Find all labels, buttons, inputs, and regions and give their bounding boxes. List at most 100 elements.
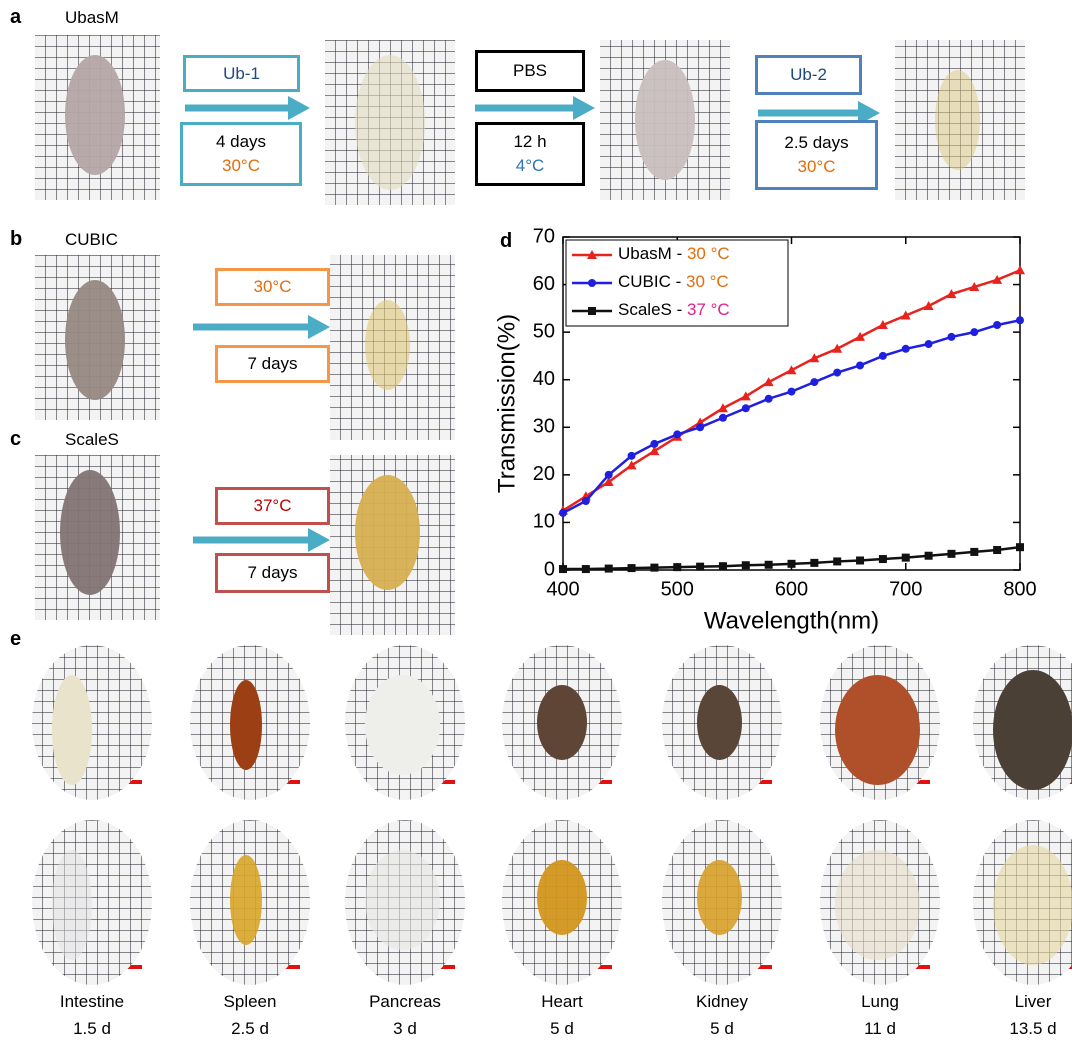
tissue	[835, 675, 920, 785]
marker	[582, 565, 590, 573]
tissue	[993, 845, 1072, 965]
photo	[330, 255, 455, 440]
tissue	[65, 280, 125, 400]
organ-duration: 3 d	[335, 1019, 475, 1039]
series-line	[563, 320, 1020, 513]
tissue	[65, 55, 125, 175]
organ-duration: 5 d	[652, 1019, 792, 1039]
x-tick-label: 700	[889, 578, 922, 600]
marker	[833, 557, 841, 565]
reagent: Ub-1	[223, 62, 260, 86]
arrow	[193, 528, 330, 552]
organ-duration: 13.5 d	[963, 1019, 1072, 1039]
marker	[605, 471, 613, 479]
panel-label: c	[10, 428, 21, 451]
panel-title: ScaleS	[65, 430, 119, 450]
marker	[856, 361, 864, 369]
photo	[662, 645, 782, 800]
panel-label: a	[10, 6, 21, 29]
tissue	[537, 860, 587, 935]
marker	[719, 414, 727, 422]
tissue	[935, 70, 980, 170]
marker	[993, 321, 1001, 329]
marker	[765, 395, 773, 403]
marker	[1016, 316, 1024, 324]
y-tick-label: 10	[533, 511, 555, 533]
marker	[902, 345, 910, 353]
tissue	[537, 685, 587, 760]
marker	[559, 509, 567, 517]
arrow	[185, 96, 310, 120]
reagent: Ub-2	[790, 63, 827, 87]
arrow	[475, 96, 595, 120]
photo	[32, 820, 152, 985]
photo	[502, 645, 622, 800]
x-tick-label: 600	[775, 578, 808, 600]
photo	[820, 820, 940, 985]
organ-name: Spleen	[180, 992, 320, 1012]
tissue	[697, 685, 742, 760]
tissue	[635, 60, 695, 180]
marker	[628, 452, 636, 460]
arrow	[193, 315, 330, 339]
marker	[925, 340, 933, 348]
legend-label: ScaleS - 37 °C	[618, 300, 730, 319]
marker	[673, 563, 681, 571]
marker	[696, 423, 704, 431]
legend-label: UbasM - 30 °C	[618, 244, 730, 263]
photo	[600, 40, 730, 200]
photo	[820, 645, 940, 800]
duration-box: 7 days	[215, 345, 330, 383]
marker	[742, 404, 750, 412]
duration-box: 7 days	[215, 553, 330, 593]
tissue	[697, 860, 742, 935]
photo	[35, 455, 160, 620]
reagent-box: Ub-1	[183, 55, 300, 92]
x-tick-label: 500	[661, 578, 694, 600]
marker	[879, 555, 887, 563]
tissue	[365, 675, 440, 775]
reagent-box: Ub-2	[755, 55, 862, 95]
figure: a UbasM Ub-1 4 days30°C PBS 12 h4°C Ub-2…	[0, 0, 1072, 1044]
organ-name: Intestine	[22, 992, 162, 1012]
marker	[742, 561, 750, 569]
marker	[696, 563, 704, 571]
marker	[650, 440, 658, 448]
tissue	[835, 850, 920, 960]
x-tick-label: 400	[546, 578, 579, 600]
marker	[947, 550, 955, 558]
marker	[765, 561, 773, 569]
marker	[993, 546, 1001, 554]
tissue	[355, 475, 420, 590]
tissue	[355, 55, 425, 190]
y-tick-label: 60	[533, 273, 555, 295]
photo	[345, 820, 465, 985]
duration: 2.5 days	[784, 131, 848, 155]
photo	[325, 40, 455, 205]
photo	[35, 255, 160, 420]
y-tick-label: 0	[544, 558, 555, 580]
temperature-box: 37°C	[215, 487, 330, 525]
marker	[879, 352, 887, 360]
tissue	[365, 850, 440, 950]
photo	[502, 820, 622, 985]
photo	[662, 820, 782, 985]
organ-name: Kidney	[652, 992, 792, 1012]
marker	[810, 378, 818, 386]
x-axis-label: Wavelength(nm)	[704, 607, 879, 634]
marker	[788, 560, 796, 568]
tissue	[52, 850, 92, 960]
condition-box: 2.5 days30°C	[755, 120, 878, 190]
panel-label: e	[10, 628, 21, 651]
temperature: 30°C	[798, 155, 836, 179]
legend-label: CUBIC - 30 °C	[618, 272, 729, 291]
tissue	[52, 675, 92, 785]
panel-label: b	[10, 228, 22, 251]
condition-box: 4 days30°C	[180, 122, 302, 186]
tissue	[993, 670, 1072, 790]
organ-name: Lung	[810, 992, 950, 1012]
duration: 7 days	[247, 561, 297, 585]
marker	[673, 430, 681, 438]
y-tick-label: 40	[533, 368, 555, 390]
marker	[650, 564, 658, 572]
